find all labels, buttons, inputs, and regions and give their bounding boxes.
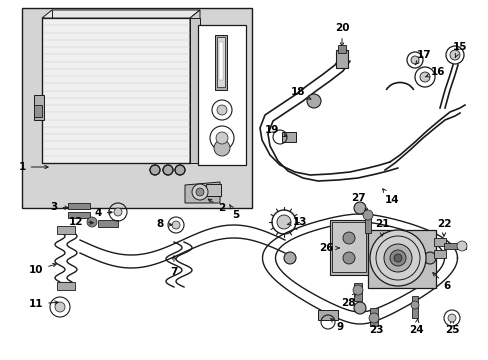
Text: 17: 17 [414, 50, 430, 65]
Bar [411, 296, 417, 318]
Text: 19: 19 [264, 125, 286, 136]
Circle shape [217, 105, 226, 115]
Bar [68, 203, 90, 209]
Bar [364, 215, 370, 233]
Circle shape [353, 202, 365, 214]
Bar [433, 238, 445, 246]
Circle shape [449, 50, 459, 60]
Bar [98, 220, 118, 227]
Text: 14: 14 [382, 189, 399, 205]
Text: 11: 11 [29, 299, 58, 309]
Circle shape [456, 241, 466, 251]
Circle shape [368, 313, 378, 323]
Bar [205, 184, 221, 196]
Text: 6: 6 [432, 273, 450, 291]
Circle shape [196, 188, 203, 196]
Circle shape [353, 302, 365, 314]
Bar [34, 95, 44, 120]
Bar [217, 37, 224, 87]
Bar [42, 18, 190, 163]
Bar [433, 250, 445, 258]
Text: 15: 15 [452, 42, 467, 58]
Text: 22: 22 [436, 219, 450, 236]
Circle shape [410, 301, 418, 309]
Bar [331, 222, 365, 272]
Bar [190, 18, 200, 163]
Text: 12: 12 [69, 217, 93, 227]
Bar [198, 25, 245, 165]
Circle shape [87, 217, 97, 227]
Bar [369, 308, 377, 326]
Bar [335, 50, 347, 68]
Circle shape [342, 252, 354, 264]
Text: 7: 7 [170, 256, 177, 277]
Circle shape [284, 252, 295, 264]
Text: 18: 18 [290, 87, 310, 99]
Bar [57, 226, 75, 234]
Text: 4: 4 [94, 208, 112, 218]
Polygon shape [42, 10, 200, 18]
Circle shape [410, 56, 418, 64]
Circle shape [216, 132, 227, 144]
Circle shape [369, 230, 425, 286]
Circle shape [163, 165, 173, 175]
Bar [68, 212, 90, 218]
Bar [198, 95, 209, 110]
Circle shape [383, 244, 411, 272]
Bar [215, 35, 226, 90]
Circle shape [362, 210, 372, 220]
Text: 3: 3 [50, 202, 68, 212]
Circle shape [447, 314, 455, 322]
Circle shape [175, 165, 184, 175]
Text: 27: 27 [350, 193, 367, 212]
Circle shape [393, 254, 401, 262]
Text: 8: 8 [156, 219, 172, 229]
Circle shape [150, 165, 160, 175]
Circle shape [419, 72, 429, 82]
Circle shape [172, 221, 180, 229]
Text: 28: 28 [340, 293, 355, 308]
Text: 25: 25 [444, 319, 458, 335]
Circle shape [352, 285, 362, 295]
Bar [367, 230, 435, 288]
Circle shape [114, 208, 122, 216]
Polygon shape [190, 10, 200, 163]
Text: 2: 2 [208, 199, 225, 213]
Text: 24: 24 [408, 319, 423, 335]
Text: 16: 16 [425, 67, 445, 77]
Circle shape [423, 252, 435, 264]
Bar [329, 220, 367, 275]
Circle shape [55, 302, 65, 312]
Circle shape [389, 250, 405, 266]
Circle shape [276, 215, 290, 229]
Text: 1: 1 [19, 162, 48, 172]
Bar [219, 42, 223, 80]
Bar [353, 283, 361, 301]
Bar [317, 310, 337, 320]
Bar [282, 132, 295, 142]
Polygon shape [184, 182, 220, 203]
Bar [34, 105, 42, 117]
Circle shape [214, 140, 229, 156]
Circle shape [342, 232, 354, 244]
Bar [337, 45, 346, 53]
Text: 9: 9 [330, 319, 343, 332]
Bar [57, 282, 75, 290]
Text: 5: 5 [229, 205, 239, 220]
Text: 20: 20 [334, 23, 348, 46]
Circle shape [306, 94, 320, 108]
Text: 23: 23 [368, 319, 383, 335]
Text: 21: 21 [374, 219, 388, 236]
Bar [443, 243, 465, 249]
Bar [22, 8, 251, 208]
Text: 10: 10 [29, 264, 56, 275]
Text: 13: 13 [286, 217, 306, 227]
Text: 26: 26 [318, 243, 339, 253]
Circle shape [192, 184, 207, 200]
